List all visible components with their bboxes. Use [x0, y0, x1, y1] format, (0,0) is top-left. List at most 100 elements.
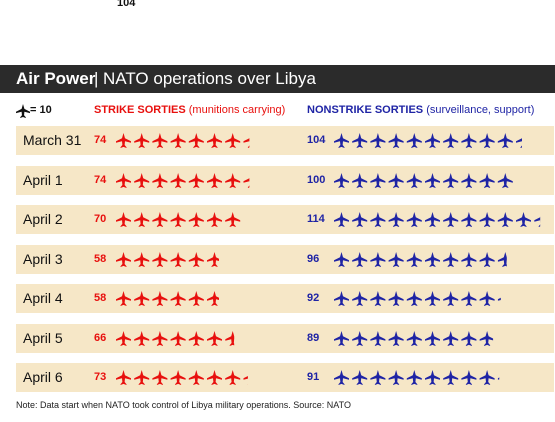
table-row: April 3 58 96: [16, 244, 554, 274]
nonstrike-jet-icon: [334, 370, 349, 385]
strike-icon-bar: [116, 291, 219, 306]
strike-jet-icon: [188, 370, 204, 385]
strike-jet-icon: [170, 330, 186, 346]
row-date: April 2: [23, 211, 63, 227]
nonstrike-jet-icon: [352, 133, 368, 148]
strike-icon-bar: [116, 370, 248, 385]
strike-jet-icon: [152, 251, 168, 267]
table-row: April 5 66 89: [16, 323, 554, 353]
strike-jet-icon: [116, 291, 131, 306]
nonstrike-jet-icon: [497, 377, 500, 380]
chart-title-bold: Air Power: [16, 69, 96, 88]
nonstrike-jet-icon: [497, 172, 513, 188]
nonstrike-jet-icon: [334, 212, 349, 227]
nonstrike-jet-icon: [388, 172, 404, 188]
strike-jet-icon: [225, 330, 235, 346]
nonstrike-jet-icon: [425, 251, 440, 267]
nonstrike-jet-icon: [461, 330, 477, 346]
nonstrike-jet-icon: [461, 251, 477, 267]
nonstrike-header: NONSTRIKE SORTIES (surveillance, support…: [307, 104, 534, 116]
nonstrike-jet-icon: [406, 133, 422, 148]
table-row: March 31 74 104: [16, 126, 554, 155]
strike-value: 66: [94, 331, 107, 344]
strike-jet-icon: [134, 172, 150, 188]
row-date: April 6: [23, 369, 63, 385]
nonstrike-value: 91: [307, 371, 320, 383]
nonstrike-jet-icon: [461, 172, 477, 188]
nonstrike-jet-icon: [443, 291, 459, 306]
nonstrike-jet-icon: [461, 370, 477, 385]
nonstrike-jet-icon: [461, 291, 477, 306]
strike-value: 70: [94, 213, 107, 225]
nonstrike-jet-icon: [425, 172, 440, 188]
row-date: March 31: [23, 132, 82, 148]
strike-jet-icon: [243, 376, 248, 385]
nonstrike-jet-icon: [425, 133, 440, 148]
strike-header: STRIKE SORTIES (munitions carrying): [94, 104, 285, 116]
nonstrike-jet-icon: [406, 370, 422, 385]
strike-jet-icon: [207, 172, 222, 188]
nonstrike-icon-bar: [334, 370, 500, 385]
nonstrike-jet-icon: [425, 330, 440, 346]
nonstrike-value: 104: [307, 134, 326, 146]
strike-jet-icon: [116, 212, 131, 227]
nonstrike-jet-icon: [334, 133, 349, 148]
strike-jet-icon: [170, 133, 186, 148]
strike-jet-icon: [207, 212, 222, 227]
nonstrike-jet-icon: [370, 291, 386, 306]
chart-title-rest: NATO operations over Libya: [103, 69, 316, 88]
strike-jet-icon: [170, 370, 186, 385]
nonstrike-jet-icon: [406, 212, 422, 227]
strike-jet-icon: [134, 291, 150, 306]
nonstrike-jet-icon: [370, 133, 386, 148]
nonstrike-jet-icon: [388, 291, 404, 306]
nonstrike-jet-icon: [497, 133, 513, 148]
strike-icon-bar: [116, 212, 241, 227]
nonstrike-jet-icon: [479, 370, 495, 385]
nonstrike-icon-bar: [334, 133, 522, 148]
nonstrike-icon-bar: [334, 291, 501, 306]
strike-header-title: STRIKE SORTIES: [94, 104, 186, 116]
stray-number: 104: [117, 0, 136, 9]
table-row: April 4 58 92: [16, 284, 554, 313]
strike-jet-icon: [152, 370, 168, 385]
strike-jet-icon: [134, 370, 150, 385]
nonstrike-jet-icon: [479, 133, 495, 148]
strike-jet-icon: [243, 138, 250, 148]
nonstrike-value: 100: [307, 173, 326, 186]
strike-jet-icon: [170, 251, 186, 267]
nonstrike-jet-icon: [443, 172, 459, 188]
nonstrike-jet-icon: [370, 370, 386, 385]
nonstrike-jet-icon: [425, 291, 440, 306]
nonstrike-jet-icon: [388, 370, 404, 385]
nonstrike-jet-icon: [497, 297, 501, 301]
nonstrike-icon-bar: [334, 330, 494, 346]
nonstrike-jet-icon: [479, 212, 495, 227]
nonstrike-header-detail: (surveillance, support): [426, 104, 535, 116]
strike-jet-icon: [134, 133, 150, 148]
strike-jet-icon: [134, 212, 150, 227]
row-date: April 4: [23, 290, 63, 306]
nonstrike-jet-icon: [479, 291, 495, 306]
nonstrike-jet-icon: [443, 212, 459, 227]
nonstrike-jet-icon: [443, 251, 459, 267]
nonstrike-jet-icon: [406, 291, 422, 306]
nonstrike-jet-icon: [497, 212, 513, 227]
nonstrike-jet-icon: [370, 172, 386, 188]
jet-icon: [16, 104, 30, 118]
source-note: Note: Data start when NATO took control …: [16, 400, 351, 410]
strike-jet-icon: [188, 172, 204, 188]
nonstrike-jet-icon: [388, 212, 404, 227]
nonstrike-jet-icon: [406, 172, 422, 188]
nonstrike-jet-icon: [443, 370, 459, 385]
row-date: April 1: [23, 171, 63, 188]
nonstrike-jet-icon: [388, 330, 404, 346]
strike-icon-bar: [116, 251, 219, 267]
nonstrike-icon-bar: [334, 172, 513, 188]
nonstrike-jet-icon: [406, 330, 422, 346]
nonstrike-jet-icon: [443, 330, 459, 346]
nonstrike-jet-icon: [425, 212, 440, 227]
strike-jet-icon: [152, 291, 168, 306]
strike-jet-icon: [207, 133, 222, 148]
strike-jet-icon: [188, 212, 204, 227]
